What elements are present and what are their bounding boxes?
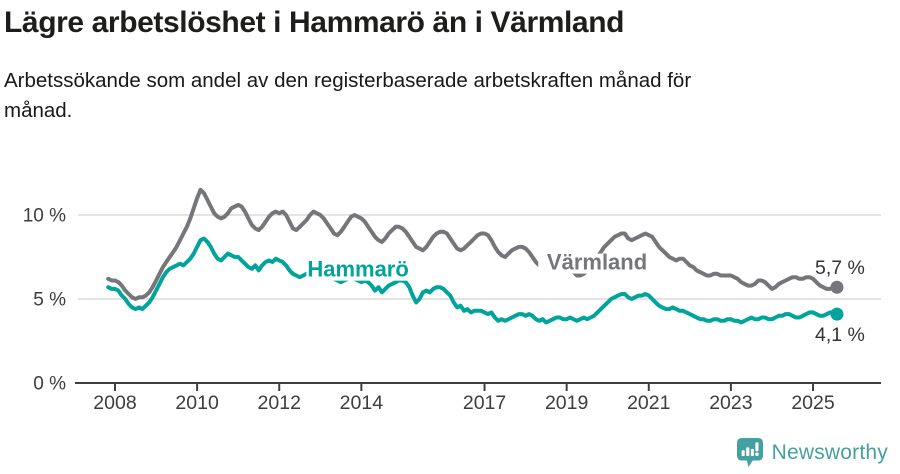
y-tick-label: 0 % bbox=[33, 374, 66, 395]
x-tick-label: 2014 bbox=[340, 392, 384, 414]
series-label-bg-värmland bbox=[538, 253, 656, 274]
newsworthy-logo[interactable]: Newsworthy bbox=[736, 437, 888, 468]
y-tick-label: 10 % bbox=[23, 206, 66, 227]
annotation-layer: 5,7 % Värmland 4,1 % Hammarö bbox=[306, 250, 865, 346]
x-tick-label: 2019 bbox=[545, 392, 588, 414]
series-label-bg-hammarö bbox=[306, 260, 410, 281]
series-line-värmland bbox=[106, 187, 839, 301]
icon-exclamation-dot bbox=[754, 452, 759, 457]
series-label-värmland: Värmland bbox=[547, 250, 647, 275]
icon-bar-1 bbox=[741, 450, 745, 456]
series-end-dot-värmland bbox=[830, 280, 844, 294]
end-value-label-hammarö: 4,1 % bbox=[815, 324, 865, 346]
brand-name: Newsworthy bbox=[771, 440, 888, 464]
chart-subtitle-line1: Arbetssökande som andel av den registerb… bbox=[4, 69, 692, 92]
newsworthy-bubble-chart-icon bbox=[736, 438, 763, 467]
grid-layer bbox=[78, 214, 881, 300]
series-layer bbox=[106, 187, 844, 325]
series-label-hammarö: Hammarö bbox=[307, 257, 408, 282]
x-tick-label: 2008 bbox=[93, 392, 136, 414]
chart-subtitle: Arbetssökande som andel av den registerb… bbox=[4, 66, 691, 126]
x-tick-label: 2012 bbox=[258, 392, 301, 414]
series-line-hammarö bbox=[106, 236, 839, 325]
end-value-label-värmland: 5,7 % bbox=[815, 257, 865, 279]
chart-title: Lägre arbetslöshet i Hammarö än i Värmla… bbox=[4, 6, 625, 39]
chart-subtitle-line2: månad. bbox=[4, 99, 73, 122]
x-tick-label: 2023 bbox=[709, 392, 752, 414]
x-tick-label: 2025 bbox=[791, 392, 835, 414]
series-end-dot-hammarö bbox=[830, 307, 844, 321]
x-tick-label: 2017 bbox=[463, 392, 506, 414]
y-tick-label: 5 % bbox=[33, 290, 66, 311]
x-tick-label: 2010 bbox=[175, 392, 219, 414]
x-tick-label: 2021 bbox=[627, 392, 670, 414]
icon-bar-2 bbox=[745, 447, 749, 456]
icon-bar-3 bbox=[750, 449, 754, 456]
chart-header: Lägre arbetslöshet i Hammarö än i Värmla… bbox=[4, 0, 691, 126]
axis-layer: 0 % 5 % 10 % 2008 2010 2012 2014 2017 2019 2021 20… bbox=[23, 206, 881, 414]
icon-exclamation-bar bbox=[755, 442, 759, 452]
